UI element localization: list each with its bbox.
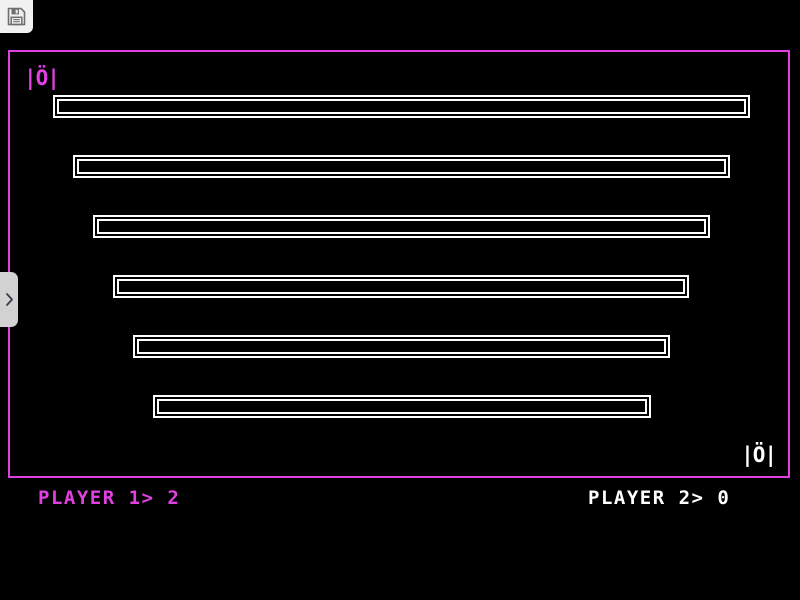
- bar-1: [53, 95, 750, 118]
- player-2-paddle[interactable]: |Ö|: [741, 443, 777, 467]
- sidebar-drawer-handle[interactable]: [0, 272, 18, 327]
- bar-5: [133, 335, 670, 358]
- player-1-paddle[interactable]: |Ö|: [24, 66, 60, 90]
- bar-4: [113, 275, 689, 298]
- floppy-disk-save-icon: [7, 7, 26, 26]
- player-2-score: PLAYER 2> 0: [588, 487, 731, 509]
- save-button[interactable]: [0, 0, 33, 33]
- bar-2: [73, 155, 730, 178]
- bar-3: [93, 215, 710, 238]
- game-playfield: |Ö| |Ö|: [8, 50, 790, 478]
- bar-6: [153, 395, 651, 418]
- player-1-score: PLAYER 1> 2: [38, 487, 181, 509]
- chevron-right-icon: [4, 291, 15, 308]
